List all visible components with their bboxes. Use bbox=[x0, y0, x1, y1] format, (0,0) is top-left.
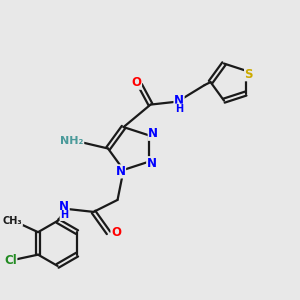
Text: H: H bbox=[175, 104, 183, 114]
Text: S: S bbox=[244, 68, 253, 81]
Text: O: O bbox=[131, 76, 141, 89]
Text: NH₂: NH₂ bbox=[60, 136, 84, 146]
Text: N: N bbox=[147, 157, 157, 170]
Text: N: N bbox=[148, 127, 158, 140]
Text: N: N bbox=[116, 165, 125, 178]
Text: Cl: Cl bbox=[4, 254, 17, 266]
Text: CH₃: CH₃ bbox=[3, 216, 22, 226]
Text: H: H bbox=[60, 211, 68, 220]
Text: N: N bbox=[59, 200, 69, 213]
Text: O: O bbox=[111, 226, 121, 239]
Text: N: N bbox=[174, 94, 184, 106]
